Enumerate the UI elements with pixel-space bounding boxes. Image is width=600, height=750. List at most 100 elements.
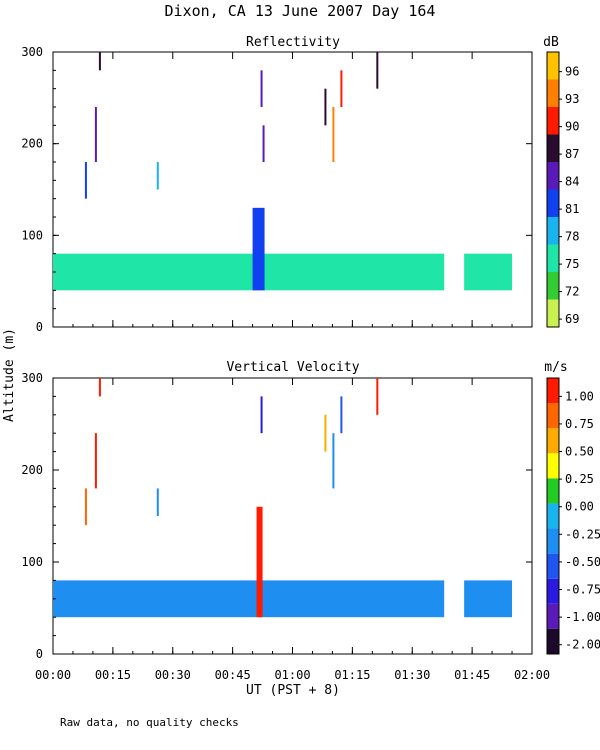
velocity-colorbar-label-2: 0.50 bbox=[565, 445, 594, 459]
reflectivity-echo-11 bbox=[340, 70, 343, 107]
reflectivity-colorbar-bin-0 bbox=[547, 299, 559, 327]
velocity-colorbar-label-5: -0.25 bbox=[565, 527, 600, 541]
velocity-title: Vertical Velocity bbox=[226, 360, 359, 375]
reflectivity-colorbar-bin-8 bbox=[547, 79, 559, 107]
x-axis-label: UT (PST + 8) bbox=[246, 683, 340, 698]
velocity-echo-11 bbox=[376, 378, 379, 415]
x-tick-label-2: 00:30 bbox=[155, 668, 191, 682]
reflectivity-colorbar-bin-4 bbox=[547, 189, 559, 217]
velocity-units: m/s bbox=[544, 360, 567, 375]
reflectivity-colorbar-label-5: 81 bbox=[565, 202, 579, 216]
y-tick-label-1-0: 0 bbox=[36, 647, 43, 661]
y-tick-label-0-0: 0 bbox=[36, 320, 43, 334]
reflectivity-data-layer bbox=[53, 52, 513, 291]
velocity-colorbar-label-6: -0.50 bbox=[565, 555, 600, 569]
velocity-colorbar-bin-10 bbox=[547, 378, 559, 404]
velocity-echo-9 bbox=[332, 433, 335, 489]
y-tick-label-0-3: 300 bbox=[21, 45, 43, 59]
reflectivity-echo-5 bbox=[98, 52, 101, 71]
x-tick-labels: 00:00 00:15 00:30 00:45 01:00 01:15 01:30 01:45… bbox=[35, 668, 550, 682]
reflectivity-colorbar-bin-7 bbox=[547, 107, 559, 135]
velocity-colorbar-label-9: -2.00 bbox=[565, 638, 600, 652]
reflectivity-colorbar-bin-5 bbox=[547, 162, 559, 190]
reflectivity-echo-1 bbox=[464, 253, 513, 291]
velocity-data-layer bbox=[53, 378, 513, 618]
velocity-colorbar-bin-7 bbox=[547, 453, 559, 479]
velocity-colorbar-label-3: 0.25 bbox=[565, 472, 594, 486]
velocity-colorbar: 1.00 0.75 0.50 0.25 0.00 -0.25 -0.50 -0.75 -1.00… bbox=[546, 377, 600, 655]
velocity-colorbar-bin-8 bbox=[547, 428, 559, 454]
reflectivity-colorbar-frame bbox=[546, 51, 560, 328]
reflectivity-colorbar-label-7: 75 bbox=[565, 257, 579, 271]
x-tick-label-5: 01:15 bbox=[334, 668, 370, 682]
x-tick-label-1: 00:15 bbox=[95, 668, 131, 682]
velocity-echo-5 bbox=[98, 378, 101, 397]
reflectivity-colorbar-bin-2 bbox=[547, 244, 559, 272]
figure-title: Dixon, CA 13 June 2007 Day 164 bbox=[165, 2, 436, 20]
velocity-echo-2 bbox=[256, 506, 263, 618]
reflectivity-echo-6 bbox=[156, 162, 159, 190]
reflectivity-colorbar-label-6: 78 bbox=[565, 230, 579, 244]
velocity-colorbar-label-0: 1.00 bbox=[565, 389, 594, 403]
x-tick-label-0: 00:00 bbox=[35, 668, 71, 682]
reflectivity-echo-12 bbox=[376, 52, 379, 89]
quality-note: Raw data, no quality checks bbox=[60, 716, 239, 729]
velocity-colorbar-label-4: 0.00 bbox=[565, 500, 594, 514]
velocity-echo-6 bbox=[156, 488, 159, 516]
x-tick-label-7: 01:45 bbox=[454, 668, 490, 682]
velocity-echo-10 bbox=[340, 396, 343, 434]
y-tick-label-0-1: 100 bbox=[21, 228, 43, 242]
y-axis-label: Altitude (m) bbox=[2, 328, 17, 422]
y-tick-label-0-2: 200 bbox=[21, 137, 43, 151]
x-tick-label-6: 01:30 bbox=[394, 668, 430, 682]
reflectivity-colorbar-label-1: 93 bbox=[565, 92, 579, 106]
y-tick-label-1-3: 300 bbox=[21, 371, 43, 385]
x-tick-label-3: 00:45 bbox=[215, 668, 251, 682]
velocity-echo-1 bbox=[464, 580, 513, 618]
x-tick-label-4: 01:00 bbox=[274, 668, 310, 682]
reflectivity-colorbar-label-3: 87 bbox=[565, 147, 579, 161]
velocity-colorbar-bin-2 bbox=[547, 578, 559, 604]
reflectivity-colorbar-bin-1 bbox=[547, 272, 559, 300]
reflectivity-colorbar: 96 93 90 87 84 81 78 75 72 69 bbox=[546, 51, 579, 328]
velocity-colorbar-bin-1 bbox=[547, 603, 559, 629]
reflectivity-colorbar-bin-9 bbox=[547, 52, 559, 80]
velocity-colorbar-bin-9 bbox=[547, 403, 559, 429]
reflectivity-echo-9 bbox=[324, 88, 327, 126]
velocity-colorbar-bin-3 bbox=[547, 553, 559, 579]
reflectivity-colorbar-label-0: 96 bbox=[565, 65, 579, 79]
reflectivity-echo-0 bbox=[53, 253, 445, 291]
velocity-echo-4 bbox=[94, 433, 97, 489]
reflectivity-colorbar-label-8: 72 bbox=[565, 285, 579, 299]
reflectivity-colorbar-bin-3 bbox=[547, 217, 559, 245]
velocity-colorbar-frame bbox=[546, 377, 560, 655]
velocity-colorbar-bin-0 bbox=[547, 628, 559, 654]
reflectivity-panel: Reflectivity dB 0 100 200 300 96 93 90 87 84 81 7… bbox=[21, 35, 579, 334]
reflectivity-echo-10 bbox=[332, 107, 335, 162]
velocity-echo-3 bbox=[84, 488, 87, 526]
velocity-colorbar-bin-5 bbox=[547, 503, 559, 529]
reflectivity-colorbar-label-4: 84 bbox=[565, 175, 579, 189]
reflectivity-colorbar-bin-6 bbox=[547, 134, 559, 162]
velocity-colorbar-label-7: -0.75 bbox=[565, 583, 600, 597]
velocity-axes: 0 100 200 300 bbox=[21, 371, 533, 661]
reflectivity-axes: 0 100 200 300 bbox=[21, 45, 533, 334]
reflectivity-units: dB bbox=[543, 35, 559, 50]
velocity-colorbar-bin-6 bbox=[547, 478, 559, 504]
velocity-echo-8 bbox=[324, 414, 327, 452]
reflectivity-colorbar-label-2: 90 bbox=[565, 120, 579, 134]
reflectivity-colorbar-label-9: 69 bbox=[565, 312, 579, 326]
y-tick-label-1-1: 100 bbox=[21, 555, 43, 569]
x-tick-label-8: 02:00 bbox=[514, 668, 550, 682]
reflectivity-echo-4 bbox=[94, 107, 97, 162]
reflectivity-title: Reflectivity bbox=[246, 35, 340, 50]
velocity-colorbar-bin-4 bbox=[547, 528, 559, 554]
reflectivity-echo-2 bbox=[252, 207, 265, 291]
velocity-colorbar-label-8: -1.00 bbox=[565, 610, 600, 624]
reflectivity-echo-7 bbox=[260, 70, 263, 107]
reflectivity-echo-3 bbox=[84, 162, 87, 199]
y-tick-label-1-2: 200 bbox=[21, 463, 43, 477]
velocity-colorbar-label-1: 0.75 bbox=[565, 417, 594, 431]
velocity-echo-0 bbox=[53, 580, 445, 618]
